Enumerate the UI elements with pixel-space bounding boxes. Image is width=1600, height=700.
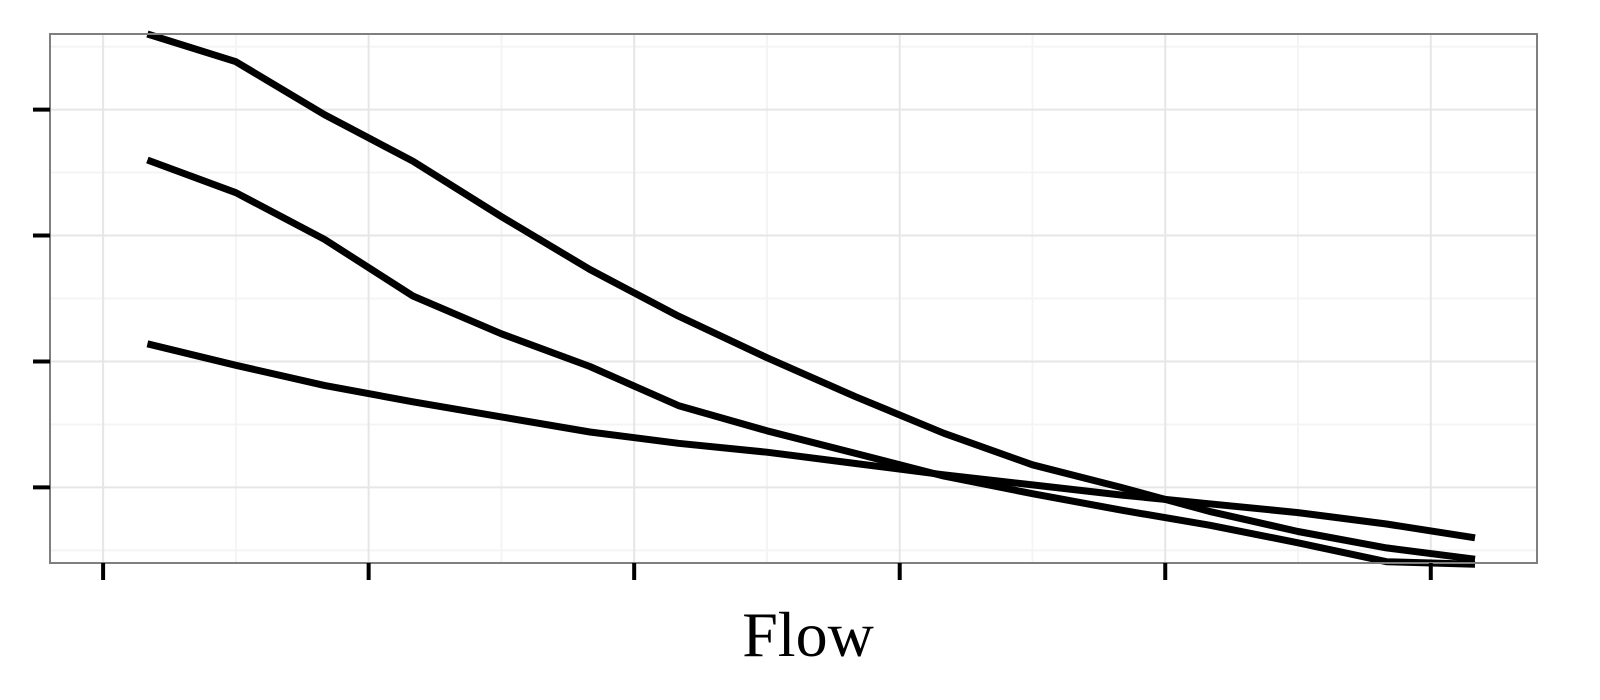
series-line-3 bbox=[146, 340, 1476, 542]
series-line-2 bbox=[146, 156, 1476, 568]
plot-frame bbox=[49, 33, 1538, 564]
grid bbox=[50, 34, 1537, 563]
x-axis-label: Flow bbox=[742, 599, 874, 670]
series-lines bbox=[146, 30, 1476, 568]
axis-ticks bbox=[33, 107, 1433, 580]
series-line-1 bbox=[146, 30, 1476, 563]
